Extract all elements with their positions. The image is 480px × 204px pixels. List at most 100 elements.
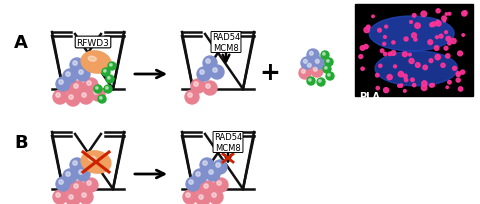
Circle shape	[91, 88, 105, 102]
Circle shape	[186, 193, 190, 197]
Circle shape	[422, 81, 427, 87]
Circle shape	[423, 66, 428, 70]
Circle shape	[56, 177, 70, 191]
Circle shape	[194, 82, 198, 87]
Circle shape	[108, 77, 110, 80]
Circle shape	[326, 60, 329, 63]
Circle shape	[408, 54, 411, 57]
Circle shape	[193, 169, 207, 183]
Circle shape	[63, 70, 77, 84]
Circle shape	[443, 20, 446, 23]
Circle shape	[379, 65, 382, 68]
Circle shape	[189, 179, 203, 193]
Circle shape	[59, 80, 63, 85]
Circle shape	[359, 55, 363, 59]
Circle shape	[307, 64, 311, 68]
Circle shape	[448, 13, 451, 16]
Circle shape	[106, 76, 114, 84]
Circle shape	[63, 169, 77, 183]
Circle shape	[87, 81, 91, 86]
Circle shape	[453, 67, 456, 71]
Circle shape	[446, 37, 451, 42]
Circle shape	[307, 78, 315, 86]
Circle shape	[456, 73, 460, 77]
Circle shape	[56, 93, 60, 98]
Circle shape	[209, 190, 223, 204]
Circle shape	[73, 61, 77, 66]
Circle shape	[319, 80, 321, 83]
Circle shape	[203, 82, 217, 95]
Circle shape	[62, 82, 66, 87]
Circle shape	[71, 82, 85, 95]
Circle shape	[199, 195, 204, 199]
Circle shape	[445, 14, 448, 16]
Circle shape	[82, 93, 86, 98]
Circle shape	[84, 178, 98, 192]
Circle shape	[104, 86, 112, 94]
Circle shape	[421, 12, 427, 18]
Circle shape	[192, 182, 196, 186]
Circle shape	[463, 12, 467, 16]
Circle shape	[457, 52, 463, 57]
Circle shape	[431, 84, 434, 88]
Circle shape	[432, 23, 436, 27]
Circle shape	[214, 178, 228, 192]
Circle shape	[299, 68, 311, 80]
Circle shape	[79, 70, 84, 75]
Circle shape	[191, 80, 205, 94]
Circle shape	[106, 87, 108, 90]
Circle shape	[303, 60, 307, 64]
Circle shape	[399, 84, 403, 88]
Circle shape	[436, 22, 441, 27]
Circle shape	[376, 87, 379, 90]
Circle shape	[79, 91, 93, 104]
Circle shape	[74, 184, 78, 188]
Circle shape	[384, 26, 387, 29]
Text: RAD54
MCM8: RAD54 MCM8	[212, 33, 240, 52]
Circle shape	[435, 37, 438, 39]
Circle shape	[96, 87, 98, 90]
Ellipse shape	[375, 52, 457, 86]
Ellipse shape	[81, 151, 111, 173]
Circle shape	[434, 47, 439, 51]
Circle shape	[98, 95, 106, 103]
Circle shape	[69, 195, 73, 199]
Circle shape	[462, 12, 467, 17]
Circle shape	[79, 170, 84, 174]
Circle shape	[414, 39, 417, 42]
Circle shape	[411, 79, 414, 82]
Circle shape	[415, 63, 420, 68]
Circle shape	[446, 87, 448, 89]
Circle shape	[62, 182, 66, 186]
Circle shape	[206, 167, 220, 181]
Circle shape	[460, 71, 465, 75]
Circle shape	[441, 64, 445, 68]
Circle shape	[404, 90, 406, 93]
Circle shape	[436, 10, 440, 14]
Circle shape	[204, 184, 208, 188]
Circle shape	[311, 66, 323, 78]
Circle shape	[200, 70, 204, 75]
Circle shape	[185, 91, 199, 104]
Circle shape	[327, 74, 330, 77]
Circle shape	[53, 91, 67, 104]
Circle shape	[364, 28, 370, 33]
Circle shape	[209, 170, 213, 174]
Circle shape	[104, 70, 106, 73]
Circle shape	[445, 54, 450, 59]
Circle shape	[108, 63, 116, 71]
Circle shape	[409, 59, 414, 64]
Circle shape	[458, 87, 463, 92]
Circle shape	[429, 59, 433, 63]
Circle shape	[364, 45, 368, 50]
Circle shape	[326, 73, 334, 81]
Circle shape	[186, 177, 200, 191]
Circle shape	[206, 60, 210, 64]
Circle shape	[70, 59, 84, 73]
Circle shape	[394, 65, 396, 69]
Bar	[355, 5, 473, 96]
Circle shape	[66, 172, 70, 176]
Circle shape	[76, 68, 90, 82]
Circle shape	[366, 26, 370, 30]
Circle shape	[313, 58, 325, 70]
